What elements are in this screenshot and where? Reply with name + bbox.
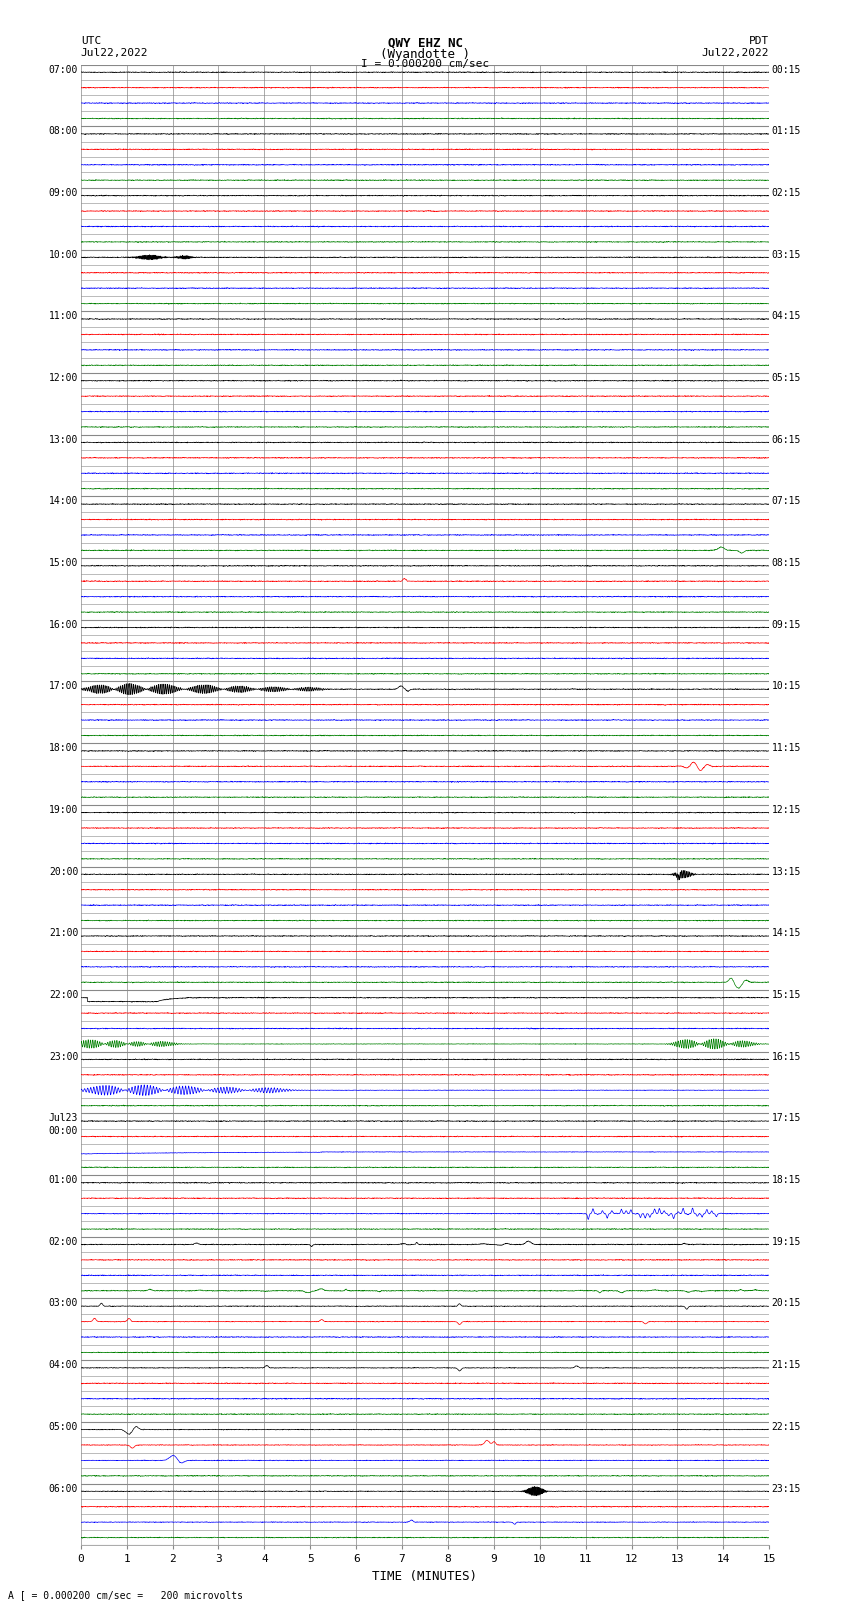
Text: UTC: UTC xyxy=(81,37,101,47)
Text: 23:00: 23:00 xyxy=(48,1052,78,1061)
Text: 21:15: 21:15 xyxy=(772,1360,802,1369)
Text: 15:00: 15:00 xyxy=(48,558,78,568)
Text: 20:00: 20:00 xyxy=(48,866,78,876)
Text: 10:15: 10:15 xyxy=(772,682,802,692)
Text: 12:00: 12:00 xyxy=(48,373,78,382)
Text: 09:00: 09:00 xyxy=(48,189,78,198)
Text: 16:15: 16:15 xyxy=(772,1052,802,1061)
Text: 09:15: 09:15 xyxy=(772,619,802,629)
Text: 19:15: 19:15 xyxy=(772,1237,802,1247)
Text: 08:00: 08:00 xyxy=(48,126,78,135)
Text: 04:15: 04:15 xyxy=(772,311,802,321)
Text: 19:00: 19:00 xyxy=(48,805,78,815)
Text: 18:00: 18:00 xyxy=(48,744,78,753)
Text: 06:00: 06:00 xyxy=(48,1484,78,1494)
Text: 11:00: 11:00 xyxy=(48,311,78,321)
Text: 04:00: 04:00 xyxy=(48,1360,78,1369)
Text: 03:15: 03:15 xyxy=(772,250,802,260)
Text: 01:00: 01:00 xyxy=(48,1174,78,1186)
Text: 05:15: 05:15 xyxy=(772,373,802,382)
Text: Jul22,2022: Jul22,2022 xyxy=(81,47,148,58)
Text: 10:00: 10:00 xyxy=(48,250,78,260)
Text: 02:00: 02:00 xyxy=(48,1237,78,1247)
Text: 17:15: 17:15 xyxy=(772,1113,802,1123)
Text: 16:00: 16:00 xyxy=(48,619,78,629)
Text: PDT: PDT xyxy=(749,37,769,47)
Text: 01:15: 01:15 xyxy=(772,126,802,135)
Text: 17:00: 17:00 xyxy=(48,682,78,692)
Text: 15:15: 15:15 xyxy=(772,990,802,1000)
Text: 03:00: 03:00 xyxy=(48,1298,78,1308)
Text: 14:15: 14:15 xyxy=(772,929,802,939)
Text: 06:15: 06:15 xyxy=(772,436,802,445)
Text: 13:00: 13:00 xyxy=(48,436,78,445)
Text: 23:15: 23:15 xyxy=(772,1484,802,1494)
Text: 13:15: 13:15 xyxy=(772,866,802,876)
Text: (Wyandotte ): (Wyandotte ) xyxy=(380,47,470,61)
Text: 02:15: 02:15 xyxy=(772,189,802,198)
Text: 08:15: 08:15 xyxy=(772,558,802,568)
Text: 07:00: 07:00 xyxy=(48,65,78,74)
Text: A [ = 0.000200 cm/sec =   200 microvolts: A [ = 0.000200 cm/sec = 200 microvolts xyxy=(8,1590,243,1600)
Text: 12:15: 12:15 xyxy=(772,805,802,815)
Text: 05:00: 05:00 xyxy=(48,1423,78,1432)
Text: QWY EHZ NC: QWY EHZ NC xyxy=(388,37,462,50)
Text: 22:00: 22:00 xyxy=(48,990,78,1000)
X-axis label: TIME (MINUTES): TIME (MINUTES) xyxy=(372,1569,478,1582)
Text: 11:15: 11:15 xyxy=(772,744,802,753)
Text: Jul22,2022: Jul22,2022 xyxy=(702,47,769,58)
Text: 00:00: 00:00 xyxy=(48,1126,78,1136)
Text: 07:15: 07:15 xyxy=(772,497,802,506)
Text: I = 0.000200 cm/sec: I = 0.000200 cm/sec xyxy=(361,58,489,69)
Text: 22:15: 22:15 xyxy=(772,1423,802,1432)
Text: 21:00: 21:00 xyxy=(48,929,78,939)
Text: Jul23: Jul23 xyxy=(48,1113,78,1123)
Text: 00:15: 00:15 xyxy=(772,65,802,74)
Text: 14:00: 14:00 xyxy=(48,497,78,506)
Text: 18:15: 18:15 xyxy=(772,1174,802,1186)
Text: 20:15: 20:15 xyxy=(772,1298,802,1308)
